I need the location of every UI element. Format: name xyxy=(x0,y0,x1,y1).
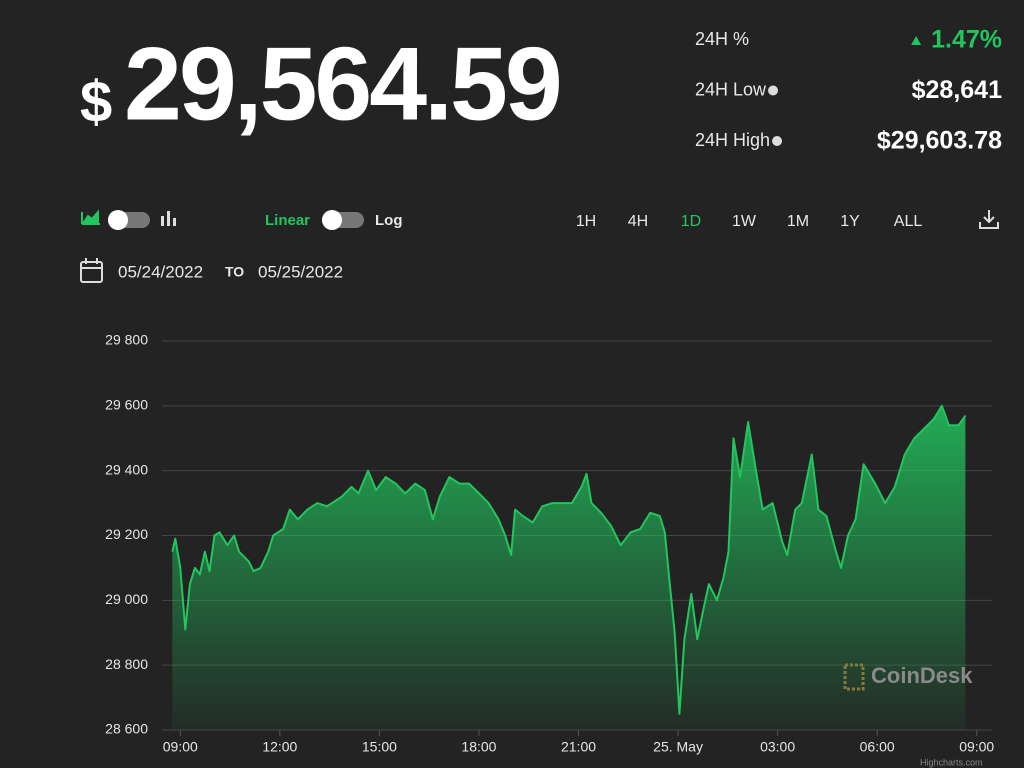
y-tick-label: 28 800 xyxy=(105,656,148,672)
scale-toggle[interactable] xyxy=(322,210,364,230)
range-button[interactable]: 1M xyxy=(787,213,809,230)
download-icon[interactable] xyxy=(979,210,999,229)
stat-value: $29,603.78 xyxy=(877,127,1002,155)
range-button[interactable]: 1D xyxy=(681,213,701,230)
x-tick-label: 18:00 xyxy=(461,739,496,755)
info-icon[interactable] xyxy=(768,85,779,96)
y-tick-label: 29 000 xyxy=(105,591,148,607)
y-tick-label: 28 600 xyxy=(105,721,148,737)
date-to[interactable]: 05/25/2022 xyxy=(258,262,343,281)
y-tick-label: 29 800 xyxy=(105,332,148,348)
scale-option[interactable]: Log xyxy=(375,212,403,229)
range-button[interactable]: 1H xyxy=(576,213,596,230)
y-tick-label: 29 400 xyxy=(105,461,148,477)
stat-label: 24H High xyxy=(695,130,770,150)
stat-value: $28,641 xyxy=(912,76,1002,104)
date-from[interactable]: 05/24/2022 xyxy=(118,262,203,281)
x-tick-label: 21:00 xyxy=(561,739,596,755)
x-tick-label: 12:00 xyxy=(262,739,297,755)
calendar-icon[interactable] xyxy=(80,258,103,283)
y-tick-label: 29 600 xyxy=(105,397,148,413)
up-arrow xyxy=(911,36,922,45)
x-tick-label: 09:00 xyxy=(959,739,994,755)
currency-symbol: $ xyxy=(80,69,112,134)
y-tick-label: 29 200 xyxy=(105,526,148,542)
stat-label: 24H Low xyxy=(695,79,767,99)
x-tick-label: 03:00 xyxy=(760,739,795,755)
x-tick-label: 09:00 xyxy=(163,739,198,755)
chart-type-icons[interactable] xyxy=(81,209,176,230)
info-icon[interactable] xyxy=(772,136,783,146)
range-button[interactable]: 1Y xyxy=(840,213,860,230)
price: 29,564.59 xyxy=(124,26,560,142)
x-tick-label: 06:00 xyxy=(860,739,895,755)
range-button[interactable]: 4H xyxy=(628,213,648,230)
x-tick-label: 15:00 xyxy=(362,739,397,755)
x-tick-label: 25. May xyxy=(653,739,703,755)
stat-label: 24H % xyxy=(695,29,749,49)
range-button[interactable]: 1W xyxy=(732,213,757,230)
stat-value: 1.47% xyxy=(931,26,1002,54)
date-separator: TO xyxy=(225,264,244,280)
price-line xyxy=(171,404,967,715)
area xyxy=(172,405,966,730)
range-button[interactable]: ALL xyxy=(894,213,923,230)
scale-option[interactable]: Linear xyxy=(265,212,310,229)
watermark-logo xyxy=(843,663,865,691)
credit[interactable]: Highcharts.com xyxy=(920,757,983,767)
watermark: CoinDesk xyxy=(871,663,973,688)
